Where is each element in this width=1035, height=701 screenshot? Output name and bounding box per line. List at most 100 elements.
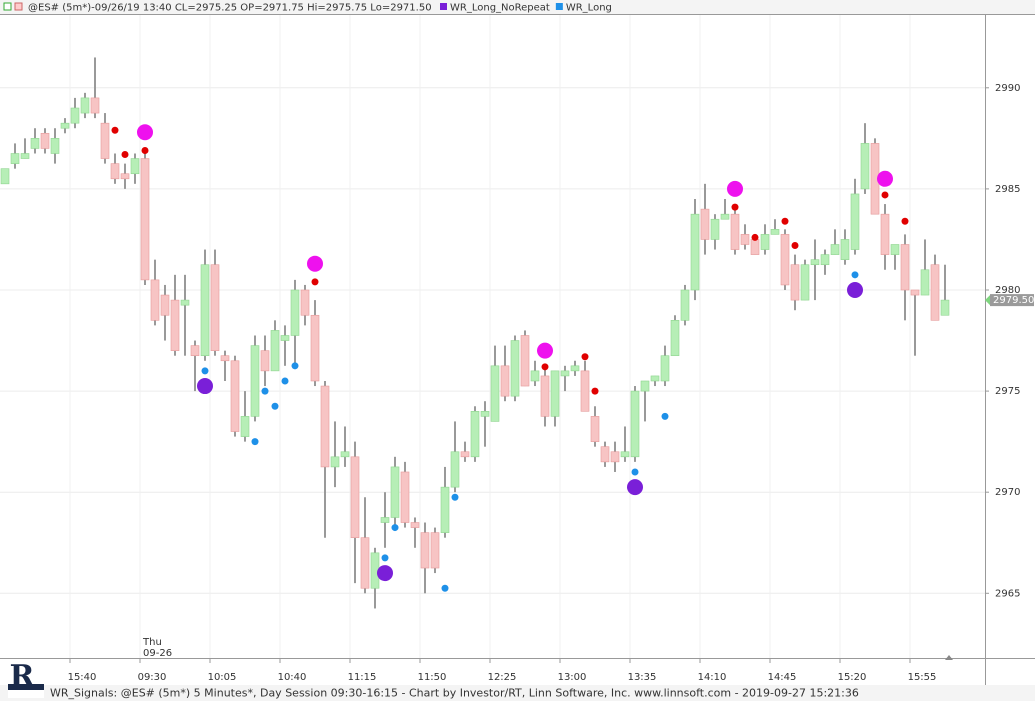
candle-body	[320, 385, 330, 468]
candle-body	[150, 279, 160, 321]
signal-marker	[121, 151, 129, 159]
chart-info: @ES# (5m*)-09/26/19 13:40 CL=2975.25 OP=…	[28, 3, 432, 14]
candle-body	[110, 163, 120, 180]
candle-body	[290, 289, 300, 336]
candle-body	[850, 193, 860, 250]
signal-marker	[197, 378, 213, 395]
candle-body	[730, 213, 740, 250]
signal-marker	[441, 584, 449, 592]
signal-marker	[631, 468, 639, 476]
signal-marker	[391, 524, 399, 532]
last-price-box	[990, 294, 1034, 307]
candle-body	[300, 289, 310, 316]
candle-body	[330, 456, 340, 468]
legend-swatch	[555, 3, 563, 10]
candle-body	[180, 299, 190, 306]
candle-body	[260, 350, 270, 372]
candle-body	[790, 264, 800, 301]
candle-body	[220, 355, 230, 362]
candle-body	[540, 375, 550, 417]
candle-body	[820, 254, 830, 266]
candle-body	[30, 138, 40, 149]
candle-body	[920, 269, 930, 296]
candle-body	[250, 345, 260, 417]
y-tick-label: 2990	[995, 83, 1020, 94]
candle-body	[750, 239, 760, 255]
candle-body	[280, 335, 290, 341]
candle-body	[630, 390, 640, 458]
candle-body	[890, 244, 900, 255]
signal-marker	[307, 255, 323, 272]
x-tick-label: 13:35	[628, 672, 657, 683]
toggle-box[interactable]	[14, 2, 23, 11]
candle-body	[560, 370, 570, 377]
signal-marker	[201, 367, 209, 375]
signal-marker	[847, 281, 863, 298]
signal-marker	[751, 233, 759, 241]
logo-band	[8, 684, 44, 690]
candle-body	[510, 340, 520, 397]
candle-body	[930, 264, 940, 321]
candle-body	[810, 259, 820, 266]
candle-body	[40, 132, 50, 149]
candle-body	[390, 466, 400, 518]
x-tick-label: 15:55	[908, 672, 937, 683]
candle-body	[440, 486, 450, 533]
candle-body	[590, 416, 600, 442]
signal-marker	[901, 217, 909, 225]
signal-marker	[877, 170, 893, 187]
candle-body	[170, 299, 180, 351]
last-price-label: 2979.50	[993, 295, 1034, 306]
x-tick-label: 14:45	[768, 672, 797, 683]
signal-marker	[141, 146, 149, 154]
candle-body	[20, 153, 30, 159]
signal-marker	[451, 493, 459, 501]
signal-marker	[251, 438, 259, 446]
x-tick-label: 10:40	[278, 672, 307, 683]
signal-marker	[581, 353, 589, 361]
x-tick-label: 11:15	[348, 672, 377, 683]
candle-body	[620, 451, 630, 458]
x-tick-label: 12:25	[488, 672, 517, 683]
candle-body	[910, 289, 920, 296]
signal-marker	[381, 554, 389, 562]
candle-body	[120, 173, 130, 180]
signal-marker	[791, 242, 799, 250]
candle-body	[500, 365, 510, 397]
candle-body	[80, 97, 90, 114]
candle-body	[230, 360, 240, 432]
candle-body	[550, 370, 560, 417]
candle-body	[350, 456, 360, 538]
signal-marker	[311, 278, 319, 286]
candle-body	[660, 355, 670, 382]
candle-body	[900, 244, 910, 291]
candle-body	[160, 294, 170, 316]
candle-body	[190, 345, 200, 357]
candle-body	[340, 451, 350, 458]
candle-body	[600, 446, 610, 463]
signal-marker	[137, 124, 153, 141]
y-tick-label: 2975	[995, 386, 1020, 397]
candle-body	[740, 234, 750, 245]
candle-body	[880, 213, 890, 255]
candle-body	[380, 517, 390, 523]
signal-marker	[881, 191, 889, 199]
candle-body	[140, 158, 150, 281]
candle-body	[800, 264, 810, 301]
signal-marker	[537, 342, 553, 359]
y-tick-label: 2980	[995, 285, 1020, 296]
candle-body	[420, 532, 430, 569]
signal-marker	[591, 387, 599, 395]
signal-marker	[377, 565, 393, 582]
candle-body	[210, 264, 220, 351]
signal-marker	[291, 362, 299, 370]
candle-body	[450, 451, 460, 488]
day-label: Thu	[142, 637, 162, 648]
legend: WR_Long_NoRepeat WR_Long	[440, 3, 612, 14]
toggle-box[interactable]	[3, 2, 12, 11]
candle-body	[410, 522, 420, 528]
candle-body	[580, 370, 590, 412]
candle-body	[90, 97, 100, 114]
candle-body	[60, 122, 70, 129]
